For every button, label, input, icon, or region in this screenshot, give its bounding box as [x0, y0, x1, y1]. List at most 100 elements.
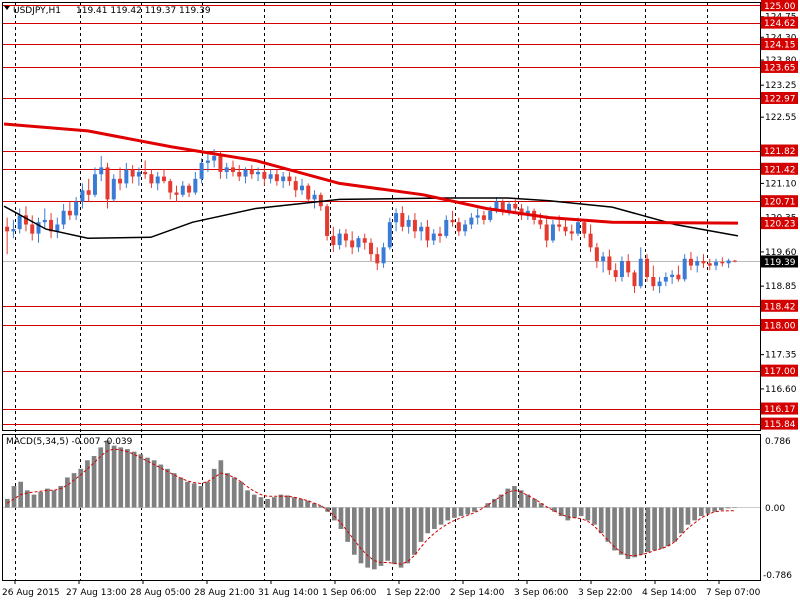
candle-bull [281, 176, 286, 182]
level-label-box [761, 318, 798, 331]
level-label-box [761, 91, 798, 104]
macd-histogram-bar [605, 507, 611, 542]
candle-bear [563, 226, 568, 232]
macd-histogram-bar [432, 507, 437, 529]
macd-histogram-bar [465, 507, 471, 515]
macd-histogram-bar [445, 507, 451, 521]
macd-label: MACD(5,34,5) -0.007 -0.039 [6, 437, 133, 447]
candle-bull [42, 219, 47, 223]
candle-bear [67, 210, 72, 216]
macd-histogram-bar [365, 507, 370, 568]
candle-bull [494, 201, 499, 211]
macd-histogram-bar [238, 481, 244, 508]
macd-histogram-bar [171, 473, 177, 508]
macd-histogram-bar [638, 507, 644, 555]
symbol-label: USDJPY,H1 [13, 6, 61, 16]
candle-bear [174, 192, 179, 195]
macd-histogram-bar [592, 507, 597, 525]
macd-histogram-bar [598, 507, 604, 534]
candle-bear [425, 226, 430, 241]
macd-histogram-bar [131, 451, 137, 508]
candle-bull [381, 247, 386, 264]
candle-bear [538, 219, 543, 225]
candle-bear [676, 274, 681, 280]
macd-histogram-bar [385, 507, 391, 561]
candle-bear [500, 201, 505, 211]
time-tick-label: 26 Aug 2015 [2, 588, 60, 598]
candle-bull [387, 222, 392, 248]
macd-histogram-bar [372, 507, 377, 570]
candle-bear [557, 224, 562, 227]
candle-bull [619, 261, 624, 278]
candle-bear [262, 171, 267, 179]
candle-bull [695, 261, 700, 266]
macd-histogram-bar [158, 464, 164, 508]
candle-bull [212, 155, 217, 161]
candle-bull [205, 160, 210, 163]
candle-bear [230, 167, 235, 172]
candle-bear [23, 215, 28, 225]
candle-bull [550, 224, 555, 241]
macd-histogram-bar [652, 507, 657, 551]
macd-histogram-bar [478, 507, 484, 508]
macd-histogram-bar [351, 507, 357, 555]
candle-bear [5, 226, 10, 232]
macd-histogram-bar [452, 507, 457, 518]
level-label-text: 120.71 [764, 198, 796, 208]
candle-bear [187, 185, 192, 193]
candle-bear [331, 235, 336, 246]
candle-bear [607, 256, 612, 271]
candle-bull [199, 162, 204, 179]
candle-bull [601, 256, 606, 262]
macd-histogram-bar [552, 507, 557, 512]
macd-histogram-bar [145, 457, 150, 508]
macd-histogram-bar [572, 507, 577, 518]
candle-bull [463, 224, 468, 232]
candle-bear [544, 224, 549, 241]
macd-histogram-bar [185, 481, 190, 508]
time-tick-label: 1 Sep 06:00 [322, 588, 377, 598]
candle-bear [626, 261, 631, 273]
level-label-box [761, 364, 798, 377]
level-label-text: 117.00 [764, 367, 796, 377]
macd-histogram-bar [458, 507, 464, 517]
price-panel-frame [2, 2, 761, 431]
candle-bull [155, 176, 160, 184]
macd-histogram-bar [25, 490, 30, 508]
level-label-box [761, 144, 798, 157]
candle-bear [375, 254, 380, 264]
level-label-text: 115.84 [764, 420, 796, 430]
candle-bull [394, 213, 399, 223]
candle-bull [111, 178, 116, 200]
macd-scale-bottom: -0.786 [763, 571, 792, 581]
candle-bull [431, 233, 436, 241]
macd-histogram-bar [245, 490, 250, 508]
macd-histogram-bar [672, 507, 677, 542]
horizontal-levels[interactable] [3, 5, 760, 425]
level-label-text: 118.42 [764, 302, 796, 312]
chevron-down-icon[interactable] [4, 6, 10, 10]
price-tick-label: 123.25 [765, 81, 797, 91]
candle-bull [682, 258, 687, 280]
macd-histogram-bar [505, 488, 511, 508]
candle-bull [74, 201, 79, 216]
candle-bear [325, 206, 330, 236]
candle-bull [36, 222, 41, 234]
macd-histogram-bar [318, 505, 324, 508]
candle-bear [588, 233, 593, 248]
macd-histogram-bar [418, 507, 424, 542]
candle-bear [707, 263, 712, 266]
macd-histogram-bar [45, 488, 50, 508]
candle-bear [456, 222, 461, 232]
candle-bull [92, 174, 97, 195]
candle-bull [224, 167, 229, 172]
candle-bull [243, 169, 248, 177]
macd-histogram-bar [111, 445, 117, 508]
time-tick-label: 27 Aug 13:00 [66, 588, 127, 598]
level-label-text: 124.15 [764, 41, 796, 51]
macd-histogram-bar [705, 507, 711, 514]
candle-bear [168, 181, 173, 193]
candle-bear [161, 176, 166, 182]
